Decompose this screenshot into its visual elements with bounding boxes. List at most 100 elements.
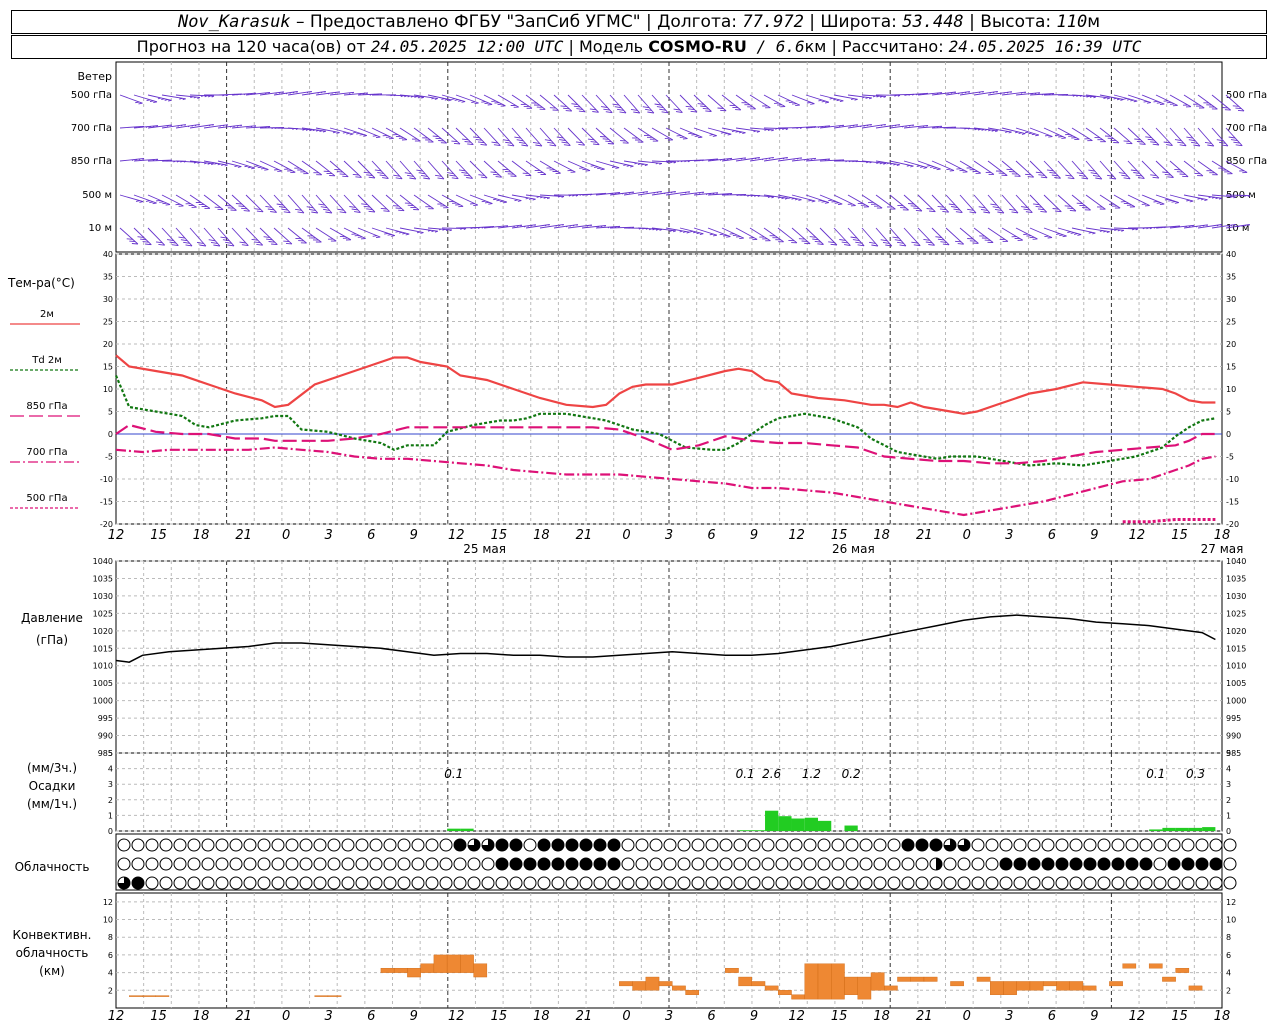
wind-barb-flag xyxy=(208,124,211,127)
wind-barb-flag xyxy=(1193,144,1200,147)
wind-barb-flag xyxy=(866,124,869,127)
wind-barb-flag xyxy=(274,169,279,171)
conv-cloud-bar xyxy=(672,985,686,991)
wind-barb-flag xyxy=(1188,139,1196,142)
cloud-circle xyxy=(761,857,775,871)
wind-barb-flag xyxy=(182,98,186,101)
cloud-circle xyxy=(873,838,887,852)
cloud-circle xyxy=(523,838,537,852)
wind-barb-flag xyxy=(828,199,833,202)
ytick-right-temp: 20 xyxy=(1226,340,1236,349)
wind-barb-flag xyxy=(244,165,249,168)
wind-barb-flag xyxy=(747,194,750,197)
cloud-circle xyxy=(1181,876,1195,890)
wind-barb-flag xyxy=(1010,91,1013,93)
wind-barb-flag xyxy=(368,210,375,213)
cloud-fill xyxy=(468,839,480,851)
wind-barb-flag xyxy=(1040,210,1047,213)
wind-level-label-right: 700 гПа xyxy=(1226,123,1267,134)
wind-barb-flag xyxy=(578,143,585,146)
wind-barb-flag xyxy=(814,240,821,243)
wind-barb-flag xyxy=(1048,136,1053,138)
wind-barb-flag xyxy=(818,99,823,102)
wind-barb-flag xyxy=(845,160,848,163)
wind-barb-flag xyxy=(563,107,570,110)
wind-barb-flag xyxy=(361,203,368,206)
wind-barb-flag xyxy=(854,98,858,101)
wind-barb-flag xyxy=(593,166,599,168)
time-tick-label: 3 xyxy=(325,528,333,543)
wind-barb-flag xyxy=(675,111,683,113)
wind-barb-flag xyxy=(1027,176,1034,178)
cloud-circle xyxy=(467,857,481,871)
wind-barb-flag xyxy=(382,177,389,179)
wind-barb-flag xyxy=(590,141,597,143)
cloud-circle xyxy=(509,857,523,871)
wind-barb-flag xyxy=(190,96,194,99)
time-tick-label: 15 xyxy=(1171,528,1188,543)
precip-unit-3h: (мм/3ч.) xyxy=(27,761,77,775)
cloud-circle xyxy=(299,857,313,871)
ytick-right-pres: 1040 xyxy=(1226,557,1246,566)
wind-level-label: 700 гПа xyxy=(71,123,112,134)
wind-barb-flag xyxy=(414,96,418,98)
time-tick-label-bottom: 6 xyxy=(1048,1009,1056,1024)
wind-barb-flag xyxy=(359,93,362,95)
wind-barb-flag xyxy=(984,129,988,131)
conv-cloud-bar xyxy=(976,976,991,982)
wind-barb-flag xyxy=(868,97,872,100)
precip-bar xyxy=(1175,827,1189,831)
wind-barb-flag xyxy=(473,136,480,139)
wind-barb-flag xyxy=(292,91,295,94)
wind-barb-flag xyxy=(525,197,529,200)
wind-barb-flag xyxy=(686,231,690,234)
time-tick-label: 12 xyxy=(108,528,125,543)
cloud-circle xyxy=(817,857,831,871)
wind-barb-flag xyxy=(565,225,568,228)
time-tick-label: 9 xyxy=(1090,528,1098,543)
wind-barb-flag xyxy=(1008,131,1012,134)
wind-barb-flag xyxy=(1086,95,1090,98)
cloud-circle xyxy=(999,876,1013,890)
time-tick-label-bottom: 0 xyxy=(282,1009,290,1024)
wind-barb-flag xyxy=(444,98,449,101)
wind-barb-flag xyxy=(281,208,288,211)
wind-barb-flag xyxy=(315,129,320,132)
cloud-circle xyxy=(649,876,663,890)
model-resolution: / 6.6 xyxy=(746,37,805,56)
wind-barb-flag xyxy=(674,191,676,193)
time-tick-label-bottom: 6 xyxy=(367,1009,375,1024)
precip-bar xyxy=(765,810,779,831)
wind-barb-flag xyxy=(308,208,316,211)
cloud-circle xyxy=(397,838,411,852)
wind-barb-flag xyxy=(336,171,343,173)
wind-barb-flag xyxy=(416,169,423,172)
wind-barb-flag xyxy=(211,163,214,166)
cloud-circle xyxy=(439,876,453,890)
ytick-right-prec: 4 xyxy=(1226,765,1231,774)
wind-barb-flag xyxy=(219,125,222,127)
wind-barb-flag xyxy=(1235,144,1243,147)
cloud-circle xyxy=(901,857,915,871)
wind-barb-flag xyxy=(730,193,733,195)
cloud-circle xyxy=(313,838,327,852)
conv-cloud-bar xyxy=(632,981,647,991)
wind-barb-flag xyxy=(167,99,172,102)
wind-barb-flag xyxy=(587,138,595,141)
wind-barb-flag xyxy=(170,124,173,127)
wind-barb-flag xyxy=(495,176,502,178)
precip-bar xyxy=(1162,827,1176,831)
wind-barb-flag xyxy=(568,194,572,197)
wind-barb-flag xyxy=(841,241,849,244)
wind-barb-flag xyxy=(946,168,951,171)
wind-barb-flag xyxy=(289,92,292,94)
conv-cloud-bar xyxy=(1003,981,1017,995)
wind-barb-flag xyxy=(645,108,652,111)
wind-barb-flag xyxy=(225,241,232,244)
cloud-circle xyxy=(775,857,789,871)
wind-barb-flag xyxy=(787,197,792,199)
wind-barb-flag xyxy=(582,168,587,171)
cloud-circle xyxy=(1013,838,1027,852)
wind-barb-flag xyxy=(184,124,187,126)
wind-barb-flag xyxy=(572,194,575,197)
